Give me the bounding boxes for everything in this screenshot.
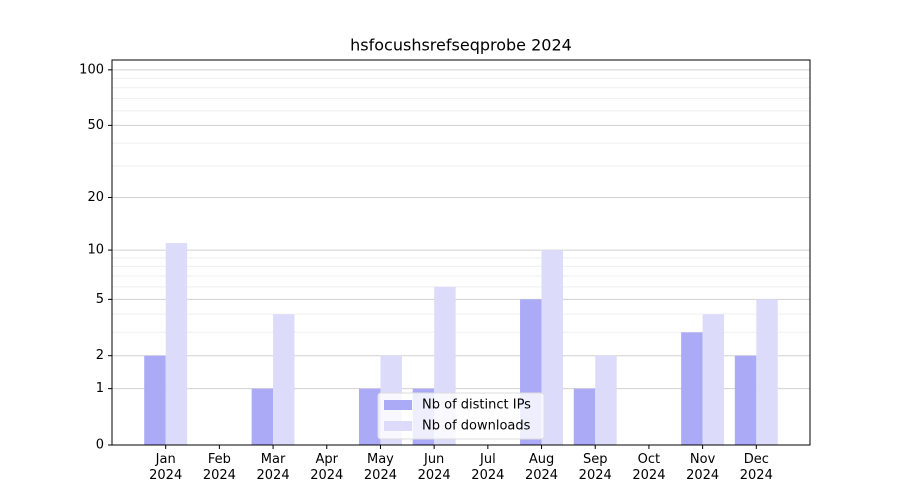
bar (251, 388, 274, 445)
bar (681, 332, 703, 445)
bar (734, 355, 757, 445)
legend-swatch (384, 421, 412, 431)
x-tick-label: Dec 2024 (739, 452, 773, 483)
legend: Nb of distinct IPs Nb of downloads (377, 392, 545, 440)
y-tick-label: 0 (96, 438, 104, 453)
x-tick-label: Sep 2024 (578, 452, 612, 483)
bar (573, 388, 596, 445)
x-tick-label: Feb 2024 (202, 452, 236, 483)
legend-label: Nb of downloads (422, 419, 531, 434)
bar (358, 388, 381, 445)
x-tick-label: Aug 2024 (524, 452, 559, 483)
bar (595, 355, 617, 445)
x-tick-label: Jan 2024 (149, 452, 183, 483)
y-tick-label: 1 (96, 381, 104, 396)
x-tick-label: Jul 2024 (471, 452, 505, 483)
x-tick-label: Apr 2024 (310, 452, 344, 483)
bar (756, 299, 778, 445)
y-tick-label: 5 (96, 292, 104, 307)
x-tick-label: Jun 2024 (417, 452, 451, 483)
y-tick-label: 2 (96, 348, 104, 363)
x-tick-label: Nov 2024 (686, 452, 720, 483)
bar (273, 314, 295, 445)
x-tick-label: Oct 2024 (632, 452, 666, 483)
bar (541, 250, 564, 445)
y-tick-label: 10 (87, 243, 104, 258)
bar (702, 314, 725, 445)
bar (165, 243, 188, 445)
x-tick-label: May 2024 (363, 452, 397, 483)
legend-label: Nb of distinct IPs (422, 398, 531, 413)
y-tick-label: 50 (87, 118, 104, 133)
legend-swatch (384, 400, 412, 410)
y-tick-label: 20 (87, 190, 104, 205)
y-tick-label: 100 (79, 62, 104, 77)
x-tick-label: Mar 2024 (256, 452, 290, 483)
bar (144, 355, 166, 445)
plot-frame (111, 59, 811, 446)
legend-frame (377, 392, 545, 440)
chart-title: hsfocushsrefseqprobe 2024 (350, 36, 572, 55)
